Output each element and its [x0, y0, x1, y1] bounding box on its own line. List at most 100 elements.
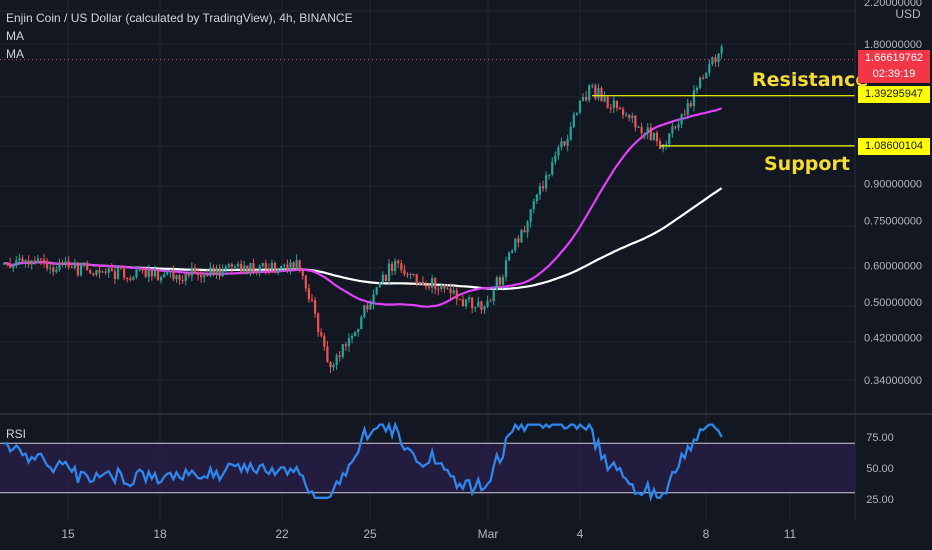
candle-body — [200, 274, 203, 278]
rsi-tick-label: 75.00 — [866, 432, 894, 444]
rsi-tick-label: 50.00 — [866, 463, 894, 475]
candle-body — [156, 270, 160, 281]
time-tick-label: 11 — [784, 527, 797, 541]
candle-body — [575, 112, 578, 115]
candle-body — [455, 290, 458, 300]
candle-body — [412, 273, 415, 275]
price-tick-label: 1.80000000 — [864, 39, 922, 51]
candle-body — [267, 268, 270, 270]
ma-legend-1[interactable]: MA — [6, 29, 24, 43]
candle-body — [668, 133, 671, 145]
candle-body — [255, 271, 258, 273]
candle-body — [280, 266, 283, 270]
candle-body — [184, 273, 187, 281]
candle-body — [449, 288, 452, 294]
candle-body — [446, 288, 449, 290]
candle-body — [501, 277, 505, 285]
candle-body — [541, 186, 545, 189]
rsi-band — [0, 443, 855, 493]
candle-body — [347, 338, 351, 347]
candle-body — [360, 316, 363, 330]
time-tick-label: 15 — [61, 527, 75, 541]
candle-body — [434, 278, 437, 289]
candle-body — [61, 262, 64, 265]
candle-body — [618, 107, 622, 110]
candle-body — [443, 284, 446, 289]
candle-body — [532, 201, 535, 210]
candle-body — [230, 264, 234, 267]
candle-body — [277, 269, 280, 273]
candle-body — [326, 346, 329, 363]
candle-body — [634, 115, 637, 128]
support-price-tag: 1.08600104 — [858, 138, 930, 155]
candle-body — [471, 297, 474, 309]
candle-body — [89, 270, 92, 274]
candle-body — [46, 262, 49, 269]
candle-body — [477, 301, 480, 308]
candle-body — [110, 268, 113, 272]
candle-body — [135, 269, 138, 278]
candle-body — [332, 364, 335, 368]
candle-body — [369, 303, 372, 310]
candle-body — [169, 271, 172, 273]
candle-body — [418, 281, 421, 284]
grid — [0, 0, 855, 520]
rsi-legend[interactable]: RSI — [6, 427, 27, 441]
candle-body — [298, 260, 301, 271]
candle-body — [313, 300, 317, 314]
candle-body — [606, 96, 609, 108]
candle-body — [581, 97, 585, 101]
candle-body — [415, 274, 418, 284]
candle-body — [104, 271, 107, 273]
candle-body — [646, 127, 649, 134]
time-tick-label: 22 — [275, 527, 289, 541]
candle-body — [249, 263, 252, 274]
candle-body — [600, 87, 603, 102]
candle-body — [578, 100, 582, 113]
candle-body — [286, 264, 289, 270]
price-tick-label: 0.50000000 — [864, 297, 922, 309]
candle-body — [36, 258, 39, 263]
candle-body — [535, 194, 538, 202]
candle-body — [236, 263, 240, 267]
candle-body — [409, 273, 412, 275]
candle-body — [42, 259, 46, 263]
candle-body — [27, 260, 30, 265]
candle-body — [560, 141, 563, 148]
candle-body — [166, 271, 169, 275]
candle-body — [178, 275, 181, 281]
candle-body — [495, 277, 498, 291]
candle-body — [631, 115, 634, 119]
candle-body — [674, 126, 677, 128]
candle-body — [67, 261, 70, 268]
candle-body — [372, 294, 375, 304]
candle-body — [437, 288, 440, 290]
candle-body — [427, 286, 431, 288]
candle-body — [387, 263, 391, 281]
candle-body — [233, 266, 237, 268]
candle-body — [489, 300, 492, 302]
candle-body — [458, 299, 461, 301]
candle-body — [692, 90, 696, 107]
candle-body — [39, 258, 43, 260]
candle-body — [557, 147, 560, 156]
candle-body — [649, 127, 652, 141]
candle-body — [665, 144, 668, 146]
candle-body — [421, 281, 424, 286]
candle-body — [390, 263, 394, 272]
candle-body — [492, 290, 495, 302]
candle-body — [335, 355, 338, 365]
candle-body — [258, 266, 261, 273]
candle-body — [705, 72, 708, 79]
candle-body — [671, 126, 674, 134]
candle-body — [193, 267, 197, 273]
ma-legend-2[interactable]: MA — [6, 47, 24, 61]
candle-body — [514, 238, 517, 251]
current-price-tag: 1.66619762 — [858, 50, 930, 67]
candle-body — [273, 262, 277, 273]
candle-body — [187, 273, 190, 276]
candle-body — [82, 262, 86, 266]
candle-body — [12, 265, 15, 268]
candle-body — [153, 270, 157, 277]
